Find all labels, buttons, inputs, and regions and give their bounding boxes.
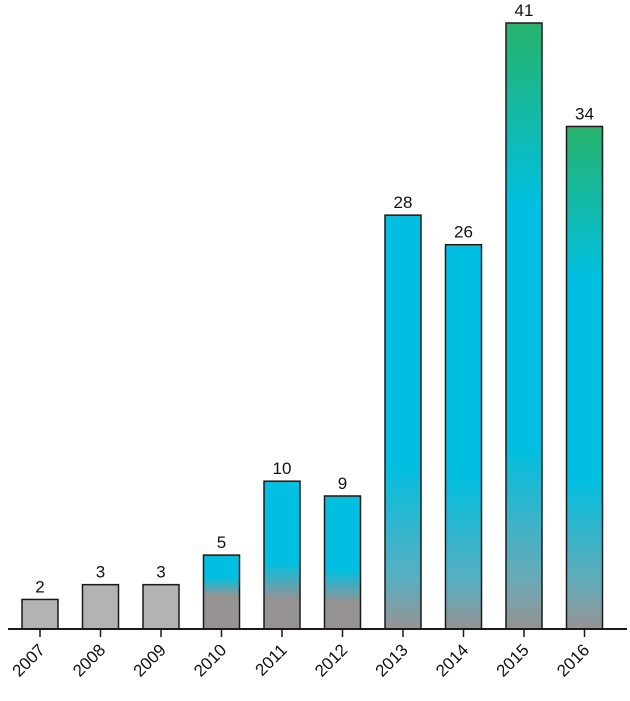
value-label-2009: 3	[156, 563, 165, 582]
bar-2013	[384, 214, 422, 630]
x-tick-label-2012: 2012	[311, 640, 351, 680]
bar-2010	[202, 554, 241, 630]
bar-2009	[142, 583, 180, 630]
bar-2016	[565, 125, 604, 630]
bar-2012	[323, 495, 362, 630]
x-tick-label-2016: 2016	[553, 640, 593, 680]
bar-2007	[21, 598, 59, 630]
bar-2011	[263, 480, 301, 630]
value-label-2011: 10	[273, 459, 292, 478]
x-tick-label-2010: 2010	[190, 640, 230, 680]
x-tick-label-2015: 2015	[493, 640, 533, 680]
x-tick-label-2008: 2008	[69, 640, 109, 680]
value-label-2010: 5	[217, 533, 226, 552]
value-label-2014: 26	[454, 223, 473, 242]
bar-2015	[505, 22, 543, 630]
value-label-2016: 34	[575, 104, 594, 123]
x-tick-label-2014: 2014	[432, 640, 472, 680]
value-labels-layer: 2 3 3 5 10 9 28 26 41 34	[35, 1, 594, 596]
value-label-2012: 9	[338, 474, 347, 493]
value-label-2013: 28	[394, 193, 413, 212]
x-tick-label-2011: 2011	[252, 640, 291, 679]
x-ticks-layer: 2007 2008 2009 2010 2011 2012 2013 2014 2015 2016	[9, 629, 593, 681]
bar-2008	[81, 583, 120, 630]
value-label-2008: 3	[96, 563, 105, 582]
x-tick-label-2013: 2013	[372, 640, 412, 680]
value-label-2015: 41	[515, 1, 534, 20]
x-tick-label-2009: 2009	[130, 640, 170, 680]
value-label-2007: 2	[35, 577, 44, 596]
bars-layer	[21, 22, 604, 630]
bar-2014	[444, 243, 483, 630]
x-tick-label-2007: 2007	[9, 640, 49, 680]
